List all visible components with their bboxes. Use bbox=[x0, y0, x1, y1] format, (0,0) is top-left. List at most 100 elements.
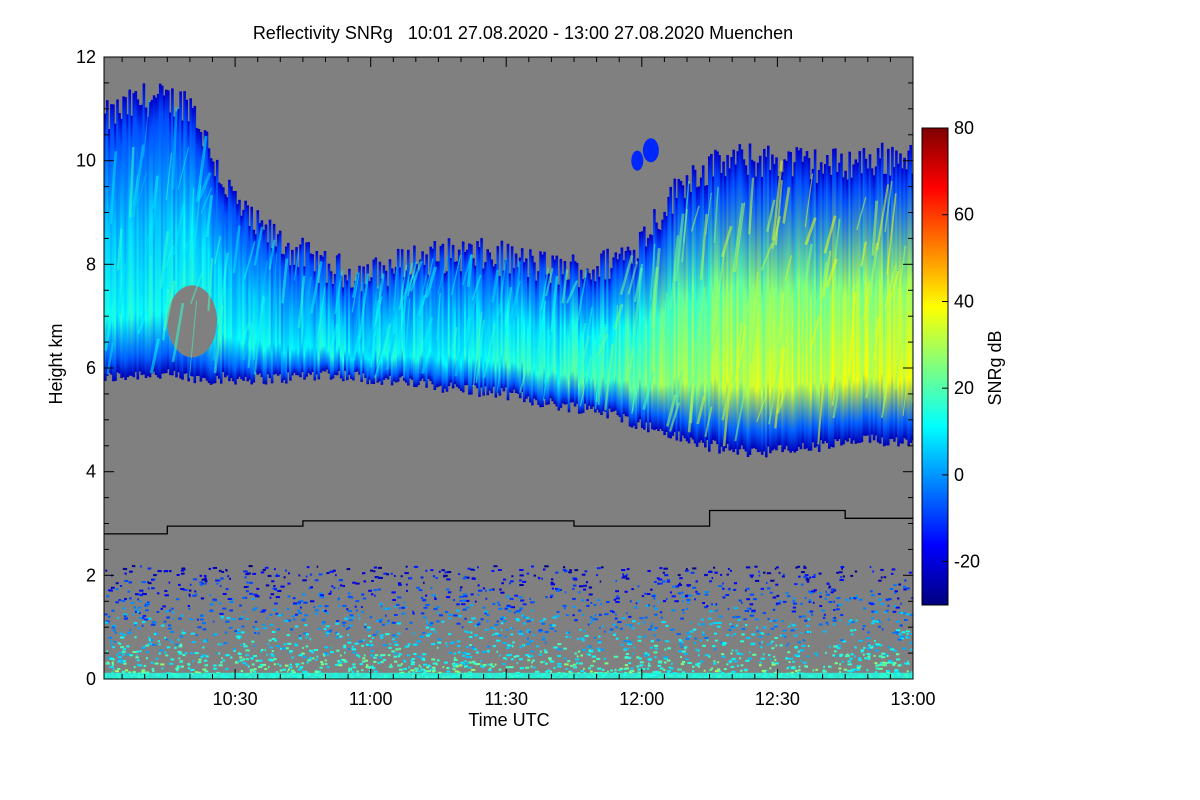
echo-streak bbox=[393, 266, 398, 312]
bl-echo-cell bbox=[551, 578, 554, 581]
echo-streak bbox=[137, 172, 147, 203]
bl-echo-cell bbox=[364, 659, 368, 662]
bl-echo-cell bbox=[808, 599, 812, 602]
bl-echo-cell bbox=[286, 607, 290, 610]
bl-echo-cell bbox=[212, 634, 216, 637]
cloud-column bbox=[874, 166, 878, 436]
cloud-column bbox=[557, 284, 561, 411]
bl-echo-cell bbox=[766, 633, 770, 636]
bl-echo-cell bbox=[131, 565, 136, 568]
bl-echo-cell bbox=[412, 671, 415, 674]
bl-echo-cell bbox=[289, 651, 292, 654]
bl-echo-cell bbox=[484, 628, 489, 631]
echo-streak bbox=[540, 267, 550, 311]
bl-echo-cell bbox=[335, 631, 338, 634]
bl-echo-cell bbox=[530, 665, 533, 668]
bl-echo-cell bbox=[721, 653, 725, 656]
bl-echo-cell bbox=[480, 618, 484, 621]
bl-echo-cell bbox=[840, 566, 845, 568]
bl-echo-cell bbox=[745, 566, 751, 569]
bl-echo-cell bbox=[161, 667, 164, 670]
bl-echo-cell bbox=[811, 576, 816, 578]
bl-echo-cell bbox=[570, 664, 574, 667]
bl-echo-cell bbox=[798, 665, 801, 668]
bl-echo-cell bbox=[730, 652, 733, 655]
bl-echo-cell bbox=[878, 667, 883, 670]
bl-echo-cell bbox=[464, 660, 467, 663]
bl-echo-cell bbox=[794, 646, 798, 649]
bl-echo-cell bbox=[522, 580, 527, 583]
bl-echo-cell bbox=[671, 595, 676, 598]
bl-echo-cell bbox=[133, 606, 136, 609]
bl-echo-cell bbox=[609, 610, 614, 613]
bl-echo-cell bbox=[727, 588, 731, 591]
bl-echo-cell bbox=[129, 629, 131, 632]
bl-echo-cell bbox=[722, 582, 724, 585]
bl-echo-cell bbox=[802, 661, 807, 664]
bl-echo-cell bbox=[215, 579, 220, 582]
bl-echo-cell bbox=[615, 613, 617, 616]
echo-streak bbox=[351, 272, 360, 313]
cloud-column bbox=[683, 198, 687, 439]
cloud-column bbox=[415, 263, 418, 388]
bl-echo-cell bbox=[646, 593, 651, 595]
cloud-column bbox=[431, 248, 434, 385]
bl-echo-cell bbox=[735, 649, 738, 652]
bl-echo-cell bbox=[341, 621, 347, 624]
bl-echo-cell bbox=[804, 597, 807, 599]
echo-streak bbox=[748, 177, 755, 235]
bl-echo-cell bbox=[900, 602, 902, 605]
cloud-column bbox=[291, 249, 294, 376]
bl-echo-cell bbox=[702, 631, 705, 634]
bl-echo-cell bbox=[373, 670, 378, 673]
bl-echo-cell bbox=[367, 626, 371, 629]
cloud-column bbox=[142, 83, 146, 375]
cloud-column bbox=[439, 245, 443, 386]
bl-echo-cell bbox=[586, 599, 589, 602]
bl-echo-cell bbox=[298, 654, 303, 657]
bl-echo-cell bbox=[225, 620, 230, 623]
bl-echo-cell bbox=[448, 617, 452, 620]
bl-echo-cell bbox=[761, 641, 763, 644]
bl-echo-cell bbox=[850, 597, 855, 599]
bl-echo-cell bbox=[432, 575, 436, 578]
colorbar-tick-label: 80 bbox=[954, 118, 974, 138]
bl-echo-cell bbox=[709, 668, 712, 671]
echo-streak bbox=[777, 317, 791, 351]
bl-echo-cell bbox=[511, 606, 515, 609]
bl-echo-cell bbox=[398, 668, 403, 671]
bl-echo-cell bbox=[881, 661, 886, 664]
bl-echo-cell bbox=[274, 639, 277, 642]
cloud-column bbox=[815, 183, 819, 447]
bl-echo-cell bbox=[298, 600, 304, 603]
bl-echo-cell bbox=[731, 670, 736, 673]
cloud-column bbox=[187, 121, 190, 382]
black-step-line bbox=[104, 509, 913, 535]
bl-echo-cell bbox=[142, 621, 146, 624]
bl-echo-cell bbox=[564, 657, 567, 660]
bl-echo-cell bbox=[639, 664, 642, 667]
bl-echo-cell bbox=[286, 619, 291, 622]
bl-echo-cell bbox=[687, 635, 692, 638]
bl-echo-cell bbox=[489, 667, 491, 670]
bl-echo-cell bbox=[590, 664, 594, 667]
bl-echo-cell bbox=[752, 653, 757, 656]
bl-echo-cell bbox=[139, 650, 142, 653]
bl-echo-cell bbox=[281, 613, 284, 616]
cloud-column bbox=[724, 176, 727, 449]
bl-echo-cell bbox=[426, 670, 429, 673]
bl-echo-cell bbox=[588, 586, 593, 589]
bl-echo-cell bbox=[591, 619, 595, 622]
bl-echo-cell bbox=[679, 577, 683, 580]
bl-echo-cell bbox=[847, 660, 852, 663]
cloud-column bbox=[525, 258, 528, 399]
bl-echo-cell bbox=[893, 662, 897, 665]
bl-echo-cell bbox=[299, 606, 302, 609]
bl-echo-cell bbox=[226, 616, 231, 619]
bl-echo-cell bbox=[678, 582, 681, 585]
echo-streak bbox=[596, 333, 609, 357]
bl-echo-cell bbox=[386, 607, 391, 610]
bl-echo-cell bbox=[511, 575, 514, 578]
bl-echo-cell bbox=[398, 583, 402, 586]
bl-echo-cell bbox=[877, 593, 881, 595]
